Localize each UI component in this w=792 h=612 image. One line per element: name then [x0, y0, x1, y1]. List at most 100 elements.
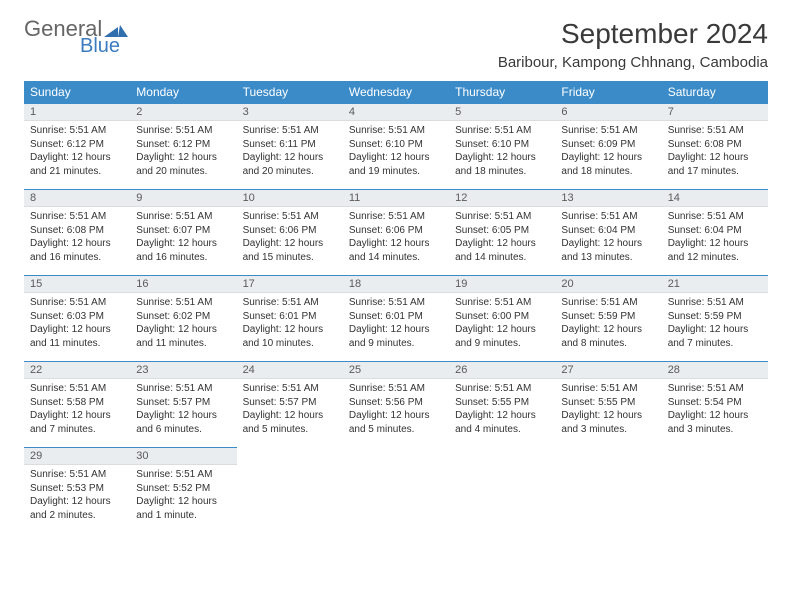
calendar-cell: 21Sunrise: 5:51 AMSunset: 5:59 PMDayligh… — [662, 276, 768, 362]
day-number: 15 — [24, 276, 130, 293]
daylight-line: Daylight: 12 hours and 14 minutes. — [349, 237, 443, 264]
location: Baribour, Kampong Chhnang, Cambodia — [498, 54, 768, 71]
daylight-line: Daylight: 12 hours and 18 minutes. — [561, 151, 655, 178]
sunset-line: Sunset: 6:12 PM — [136, 138, 230, 152]
sunset-line: Sunset: 5:54 PM — [668, 396, 762, 410]
daylight-line: Daylight: 12 hours and 21 minutes. — [30, 151, 124, 178]
day-number: 8 — [24, 190, 130, 207]
day-number: 21 — [662, 276, 768, 293]
day-body: Sunrise: 5:51 AMSunset: 5:57 PMDaylight:… — [237, 379, 343, 440]
sunrise-line: Sunrise: 5:51 AM — [668, 382, 762, 396]
day-body: Sunrise: 5:51 AMSunset: 5:53 PMDaylight:… — [24, 465, 130, 526]
sunrise-line: Sunrise: 5:51 AM — [243, 124, 337, 138]
day-number: 14 — [662, 190, 768, 207]
sunset-line: Sunset: 6:10 PM — [349, 138, 443, 152]
sunrise-line: Sunrise: 5:51 AM — [136, 468, 230, 482]
calendar-cell — [449, 448, 555, 534]
daylight-line: Daylight: 12 hours and 7 minutes. — [668, 323, 762, 350]
sunset-line: Sunset: 5:55 PM — [561, 396, 655, 410]
day-body: Sunrise: 5:51 AMSunset: 6:01 PMDaylight:… — [237, 293, 343, 354]
day-number: 10 — [237, 190, 343, 207]
day-body: Sunrise: 5:51 AMSunset: 5:55 PMDaylight:… — [449, 379, 555, 440]
calendar-cell: 18Sunrise: 5:51 AMSunset: 6:01 PMDayligh… — [343, 276, 449, 362]
sunset-line: Sunset: 6:05 PM — [455, 224, 549, 238]
calendar-cell: 5Sunrise: 5:51 AMSunset: 6:10 PMDaylight… — [449, 104, 555, 190]
calendar-cell: 12Sunrise: 5:51 AMSunset: 6:05 PMDayligh… — [449, 190, 555, 276]
day-body: Sunrise: 5:51 AMSunset: 6:00 PMDaylight:… — [449, 293, 555, 354]
sunset-line: Sunset: 5:56 PM — [349, 396, 443, 410]
calendar-cell: 13Sunrise: 5:51 AMSunset: 6:04 PMDayligh… — [555, 190, 661, 276]
calendar-cell — [343, 448, 449, 534]
calendar-cell: 3Sunrise: 5:51 AMSunset: 6:11 PMDaylight… — [237, 104, 343, 190]
calendar-week-row: 29Sunrise: 5:51 AMSunset: 5:53 PMDayligh… — [24, 448, 768, 534]
day-body: Sunrise: 5:51 AMSunset: 6:12 PMDaylight:… — [130, 121, 236, 182]
day-number: 5 — [449, 104, 555, 121]
calendar-cell: 8Sunrise: 5:51 AMSunset: 6:08 PMDaylight… — [24, 190, 130, 276]
day-body: Sunrise: 5:51 AMSunset: 6:12 PMDaylight:… — [24, 121, 130, 182]
day-number: 28 — [662, 362, 768, 379]
calendar-cell — [237, 448, 343, 534]
sunrise-line: Sunrise: 5:51 AM — [30, 382, 124, 396]
day-body: Sunrise: 5:51 AMSunset: 6:11 PMDaylight:… — [237, 121, 343, 182]
day-number: 26 — [449, 362, 555, 379]
sunrise-line: Sunrise: 5:51 AM — [136, 296, 230, 310]
calendar-cell: 27Sunrise: 5:51 AMSunset: 5:55 PMDayligh… — [555, 362, 661, 448]
day-body: Sunrise: 5:51 AMSunset: 5:59 PMDaylight:… — [662, 293, 768, 354]
day-number: 2 — [130, 104, 236, 121]
daylight-line: Daylight: 12 hours and 11 minutes. — [30, 323, 124, 350]
sunset-line: Sunset: 6:12 PM — [30, 138, 124, 152]
sunrise-line: Sunrise: 5:51 AM — [668, 296, 762, 310]
day-body: Sunrise: 5:51 AMSunset: 5:52 PMDaylight:… — [130, 465, 236, 526]
daylight-line: Daylight: 12 hours and 17 minutes. — [668, 151, 762, 178]
calendar-cell: 10Sunrise: 5:51 AMSunset: 6:06 PMDayligh… — [237, 190, 343, 276]
sunrise-line: Sunrise: 5:51 AM — [136, 124, 230, 138]
day-number: 16 — [130, 276, 236, 293]
day-number: 25 — [343, 362, 449, 379]
daylight-line: Daylight: 12 hours and 15 minutes. — [243, 237, 337, 264]
calendar-cell — [555, 448, 661, 534]
daylight-line: Daylight: 12 hours and 14 minutes. — [455, 237, 549, 264]
weekday-header: Monday — [130, 81, 236, 104]
sunrise-line: Sunrise: 5:51 AM — [30, 124, 124, 138]
day-number: 24 — [237, 362, 343, 379]
day-number: 9 — [130, 190, 236, 207]
sunrise-line: Sunrise: 5:51 AM — [136, 382, 230, 396]
sunrise-line: Sunrise: 5:51 AM — [561, 296, 655, 310]
day-body: Sunrise: 5:51 AMSunset: 6:07 PMDaylight:… — [130, 207, 236, 268]
calendar-cell — [662, 448, 768, 534]
daylight-line: Daylight: 12 hours and 13 minutes. — [561, 237, 655, 264]
calendar-cell: 22Sunrise: 5:51 AMSunset: 5:58 PMDayligh… — [24, 362, 130, 448]
sunset-line: Sunset: 6:04 PM — [561, 224, 655, 238]
day-body: Sunrise: 5:51 AMSunset: 6:08 PMDaylight:… — [662, 121, 768, 182]
calendar-week-row: 1Sunrise: 5:51 AMSunset: 6:12 PMDaylight… — [24, 104, 768, 190]
calendar-cell: 20Sunrise: 5:51 AMSunset: 5:59 PMDayligh… — [555, 276, 661, 362]
sunset-line: Sunset: 5:57 PM — [136, 396, 230, 410]
day-body: Sunrise: 5:51 AMSunset: 6:08 PMDaylight:… — [24, 207, 130, 268]
calendar-week-row: 15Sunrise: 5:51 AMSunset: 6:03 PMDayligh… — [24, 276, 768, 362]
logo: General Blue — [24, 18, 128, 56]
day-body: Sunrise: 5:51 AMSunset: 6:09 PMDaylight:… — [555, 121, 661, 182]
daylight-line: Daylight: 12 hours and 5 minutes. — [349, 409, 443, 436]
calendar-cell: 19Sunrise: 5:51 AMSunset: 6:00 PMDayligh… — [449, 276, 555, 362]
sunset-line: Sunset: 6:04 PM — [668, 224, 762, 238]
calendar-cell: 17Sunrise: 5:51 AMSunset: 6:01 PMDayligh… — [237, 276, 343, 362]
daylight-line: Daylight: 12 hours and 9 minutes. — [455, 323, 549, 350]
calendar-week-row: 22Sunrise: 5:51 AMSunset: 5:58 PMDayligh… — [24, 362, 768, 448]
day-body: Sunrise: 5:51 AMSunset: 5:59 PMDaylight:… — [555, 293, 661, 354]
sunset-line: Sunset: 6:02 PM — [136, 310, 230, 324]
calendar-cell: 16 Sunrise: 5:51 AMSunset: 6:02 PMDayligh… — [130, 276, 236, 362]
sunrise-line: Sunrise: 5:51 AM — [561, 210, 655, 224]
sunset-line: Sunset: 6:06 PM — [243, 224, 337, 238]
sunset-line: Sunset: 5:55 PM — [455, 396, 549, 410]
day-body: Sunrise: 5:51 AMSunset: 5:58 PMDaylight:… — [24, 379, 130, 440]
daylight-line: Daylight: 12 hours and 5 minutes. — [243, 409, 337, 436]
page-title: September 2024 — [498, 18, 768, 50]
daylight-line: Daylight: 12 hours and 11 minutes. — [136, 323, 230, 350]
day-number: 19 — [449, 276, 555, 293]
sunrise-line: Sunrise: 5:51 AM — [349, 124, 443, 138]
logo-text-2: Blue — [80, 36, 128, 56]
sunset-line: Sunset: 6:10 PM — [455, 138, 549, 152]
sunrise-line: Sunrise: 5:51 AM — [349, 296, 443, 310]
daylight-line: Daylight: 12 hours and 18 minutes. — [455, 151, 549, 178]
sunset-line: Sunset: 5:57 PM — [243, 396, 337, 410]
